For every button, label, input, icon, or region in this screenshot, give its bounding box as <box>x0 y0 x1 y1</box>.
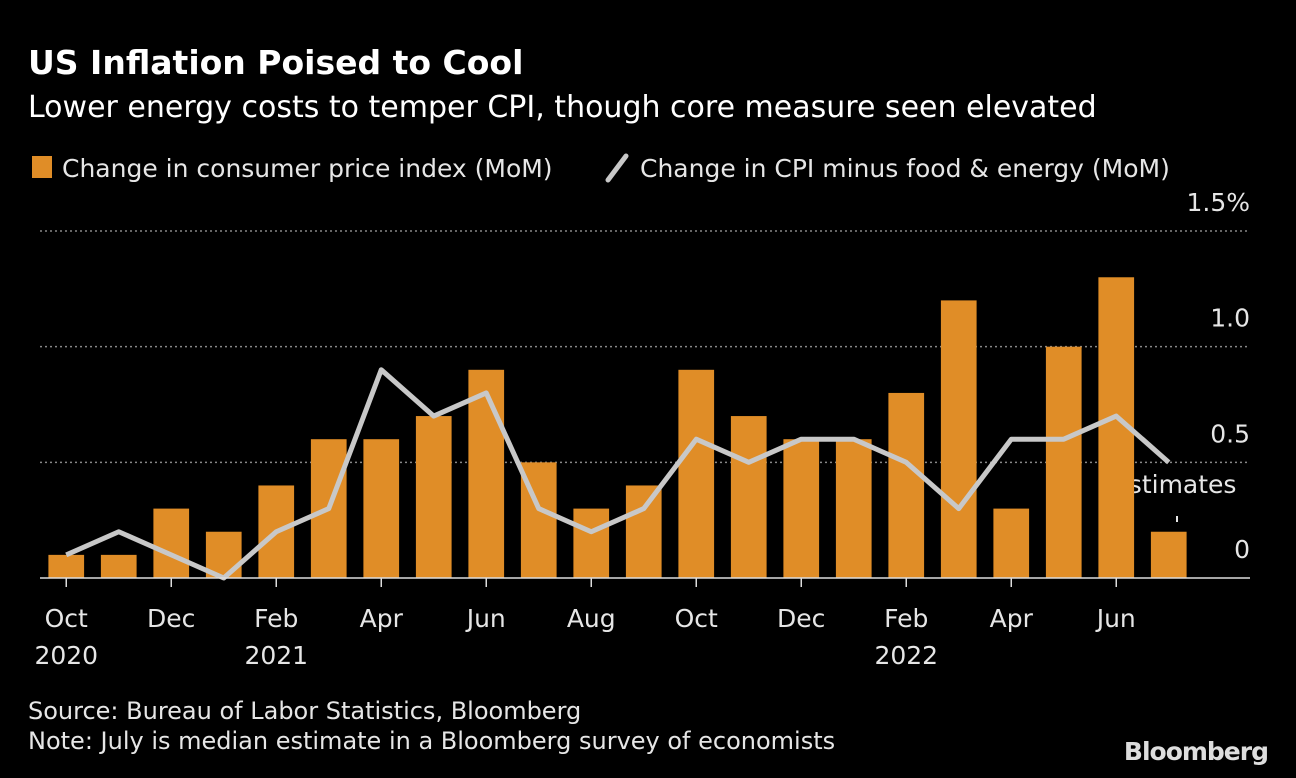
line <box>65 367 1171 581</box>
bar <box>835 439 872 578</box>
legend-label: Change in CPI minus food & energy (MoM) <box>640 154 1170 183</box>
x-year-label: 2022 <box>874 641 938 670</box>
x-tick-label: Dec <box>777 604 825 633</box>
x-tick-label: Feb <box>884 604 928 633</box>
x-tick-label: Dec <box>147 604 195 633</box>
bar <box>1045 346 1082 578</box>
x-tick-label: Jun <box>465 604 506 633</box>
y-tick-label: 1.5% <box>1186 188 1250 217</box>
bar <box>48 554 85 578</box>
chart-title: US Inflation Poised to Cool <box>28 43 523 82</box>
brand-logo: Bloomberg <box>1124 737 1268 766</box>
source: Source: Bureau of Labor Statistics, Bloo… <box>28 697 581 725</box>
bar <box>783 439 820 578</box>
bar <box>415 416 452 578</box>
x-tick-label: Aug <box>567 604 616 633</box>
bar <box>573 508 610 578</box>
x-year-label: 2020 <box>34 641 98 670</box>
x-tick-label: Oct <box>675 604 718 633</box>
x-tick-label: Apr <box>360 604 404 633</box>
bar <box>678 369 715 578</box>
bar <box>888 392 925 578</box>
bar <box>993 508 1030 578</box>
x-tick-label: Oct <box>45 604 88 633</box>
legend-swatch <box>605 153 629 183</box>
x-tick-label: Jun <box>1095 604 1136 633</box>
legend-swatch <box>32 156 52 178</box>
bar <box>1150 531 1187 578</box>
legend-label: Change in consumer price index (MoM) <box>62 154 553 183</box>
x-tick-label: Feb <box>254 604 298 633</box>
bar <box>153 508 190 578</box>
bar <box>468 369 505 578</box>
y-tick-label: 0 <box>1234 535 1250 564</box>
x-year-label: 2021 <box>244 641 308 670</box>
bar <box>940 300 977 578</box>
y-tick-label: 1.0 <box>1210 304 1250 333</box>
bar <box>730 416 767 578</box>
y-tick-label: 0.5 <box>1210 419 1250 448</box>
bar <box>363 439 400 578</box>
chart-subtitle: Lower energy costs to temper CPI, though… <box>28 90 1097 125</box>
bar <box>100 554 137 578</box>
x-tick-label: Apr <box>990 604 1034 633</box>
bar <box>625 485 662 578</box>
note: Note: July is median estimate in a Bloom… <box>28 727 835 755</box>
